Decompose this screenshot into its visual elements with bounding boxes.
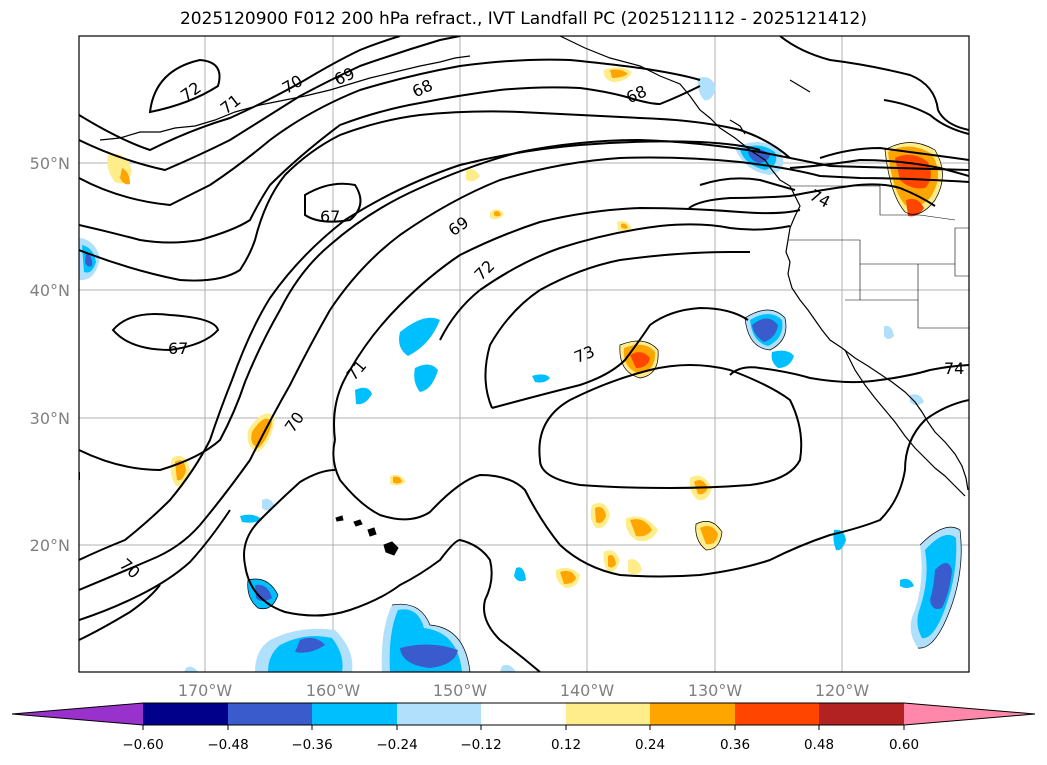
islands [335,515,399,556]
lon-label: 140°W [560,681,615,700]
colorbar-tick-label: 0.48 [804,737,834,753]
colorbar-tick-label: −0.36 [291,737,332,753]
colorbar-extend-min [12,703,143,725]
longitude-axis: 170°W 160°W 150°W 140°W 130°W 120°W [178,681,870,700]
colorbar-tick-label: −0.12 [460,737,501,753]
contour-label: 67 [168,339,188,358]
lon-label: 150°W [433,681,488,700]
lon-label: 120°W [815,681,870,700]
negative-anomaly-fills [79,77,962,672]
colorbar-tick-label: 0.36 [720,737,750,753]
contour-label: 73 [571,342,597,367]
lat-label: 20°N [30,536,70,555]
contour-labels: 72 71 70 69 68 68 67 67 69 72 73 71 70 7… [116,63,964,582]
positive-anomaly-fills [107,67,943,588]
colorbar-segment [228,703,312,725]
colorbar-tick-label: −0.60 [122,737,163,753]
lat-label: 30°N [30,409,70,428]
latitude-axis: 50°N 40°N 30°N 20°N [30,154,70,555]
colorbar-segment [735,703,819,725]
colorbar-segment [312,703,397,725]
contour-label: 69 [445,213,473,240]
colorbar-tick-label: −0.24 [376,737,417,753]
anomaly-outlines [247,142,962,672]
colorbar-tick-label: 0.12 [551,737,581,753]
contour-label: 67 [320,207,340,226]
contour-label: 70 [116,555,144,583]
colorbar-segment [819,703,904,725]
colorbar-ticks [142,725,905,730]
lon-label: 170°W [178,681,233,700]
lat-label: 50°N [30,154,70,173]
lat-label: 40°N [30,281,70,300]
contour-label: 70 [279,71,306,98]
colorbar-extend-max [904,703,1035,725]
lon-label: 160°W [306,681,361,700]
colorbar-segment [481,703,566,725]
refractivity-contours [79,36,969,672]
coastlines [99,36,969,497]
contour-label: 70 [281,408,308,436]
colorbar-tick-label: 0.60 [889,737,919,753]
contour-label: 71 [343,356,371,384]
map-frame [78,35,970,673]
colorbar-tick-label: −0.48 [207,737,248,753]
contour-label: 68 [623,81,649,107]
map-title: 2025120900 F012 200 hPa refract., IVT La… [179,9,867,29]
contour-label: 68 [409,75,435,101]
colorbar-tick-label: 0.24 [635,737,665,753]
contour-label: 74 [944,359,964,378]
contour-label: 72 [177,78,205,105]
lon-label: 130°W [688,681,743,700]
colorbar-segment [566,703,650,725]
contour-label: 69 [331,63,357,89]
colorbar-segment [650,703,735,725]
colorbar: −0.60 −0.48 −0.36 −0.24 −0.12 0.12 0.24 … [11,702,1036,753]
colorbar-segment [143,703,228,725]
colorbar-segment [397,703,481,725]
state-borders [788,185,969,329]
